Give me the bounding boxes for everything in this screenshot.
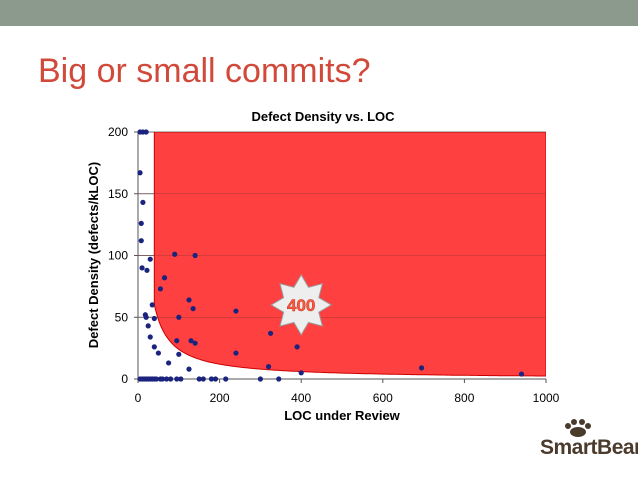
data-point — [163, 376, 170, 382]
data-point — [186, 366, 192, 372]
x-tick-label: 400 — [291, 391, 311, 405]
data-point — [276, 376, 282, 382]
data-point — [157, 286, 164, 292]
data-point — [147, 334, 153, 340]
data-point — [161, 275, 168, 281]
data-point — [153, 376, 159, 382]
data-point — [192, 252, 198, 259]
y-tick-label: 0 — [121, 372, 128, 386]
data-point — [143, 129, 149, 135]
scatter-points — [137, 129, 525, 382]
data-point — [140, 199, 146, 205]
data-point — [139, 265, 145, 271]
slide-title: Big or small commits? — [38, 52, 371, 90]
data-point — [143, 314, 149, 320]
data-point — [298, 370, 304, 376]
logo-text: SmartBear — [540, 436, 638, 459]
data-point — [137, 170, 143, 176]
data-point — [200, 376, 206, 382]
data-point — [188, 338, 194, 344]
highlight-region — [138, 132, 546, 379]
data-point — [233, 308, 239, 314]
paw-icon — [565, 419, 591, 437]
data-point — [257, 376, 263, 382]
data-point — [176, 351, 182, 357]
data-point — [223, 376, 229, 382]
data-point — [212, 376, 219, 382]
data-point — [265, 364, 272, 370]
data-point — [145, 323, 151, 329]
data-point — [168, 376, 174, 382]
data-point — [166, 360, 172, 366]
data-point — [155, 350, 161, 356]
data-point — [190, 306, 196, 312]
y-tick-label: 100 — [108, 249, 128, 263]
annotation-label: 400 — [287, 296, 315, 315]
x-axis-label: LOC under Review — [284, 408, 400, 423]
data-point — [151, 344, 157, 350]
annotation-badge: 400 — [270, 273, 333, 336]
y-tick-label: 200 — [108, 125, 128, 139]
y-tick-label: 150 — [108, 187, 128, 201]
x-tick-label: 800 — [454, 391, 474, 405]
data-point — [233, 350, 239, 356]
x-tick-label: 600 — [373, 391, 393, 405]
data-point — [418, 365, 425, 371]
tick-labels: 0 200 400 600 800 1000 0 50 100 150 200 — [108, 125, 560, 405]
highlight-region-shape — [153, 132, 546, 377]
data-point — [151, 315, 157, 322]
data-point — [268, 330, 274, 336]
y-axis-label: Defect Density (defects/kLOC) — [86, 162, 101, 348]
data-point — [178, 376, 184, 382]
y-tick-label: 50 — [115, 310, 129, 324]
data-point — [144, 267, 150, 273]
data-point — [192, 340, 198, 346]
data-point — [186, 297, 192, 303]
data-point — [174, 338, 180, 344]
x-tick-label: 1000 — [533, 391, 560, 405]
data-point — [138, 238, 144, 244]
data-point — [172, 251, 178, 257]
smartbear-logo: SmartBear — [540, 419, 638, 470]
top-bar — [0, 0, 638, 26]
starburst-shape — [270, 273, 333, 336]
x-tick-label: 200 — [210, 391, 230, 405]
data-point — [208, 376, 215, 382]
data-point — [149, 302, 155, 308]
data-point — [294, 344, 300, 350]
data-point — [196, 376, 202, 382]
data-point — [159, 376, 166, 382]
x-tick-label: 0 — [135, 391, 142, 405]
data-point — [174, 376, 180, 382]
data-point — [147, 256, 153, 262]
data-point — [176, 314, 182, 320]
chart-title: Defect Density vs. LOC — [251, 109, 395, 124]
data-point — [518, 371, 525, 377]
data-point — [138, 220, 144, 226]
